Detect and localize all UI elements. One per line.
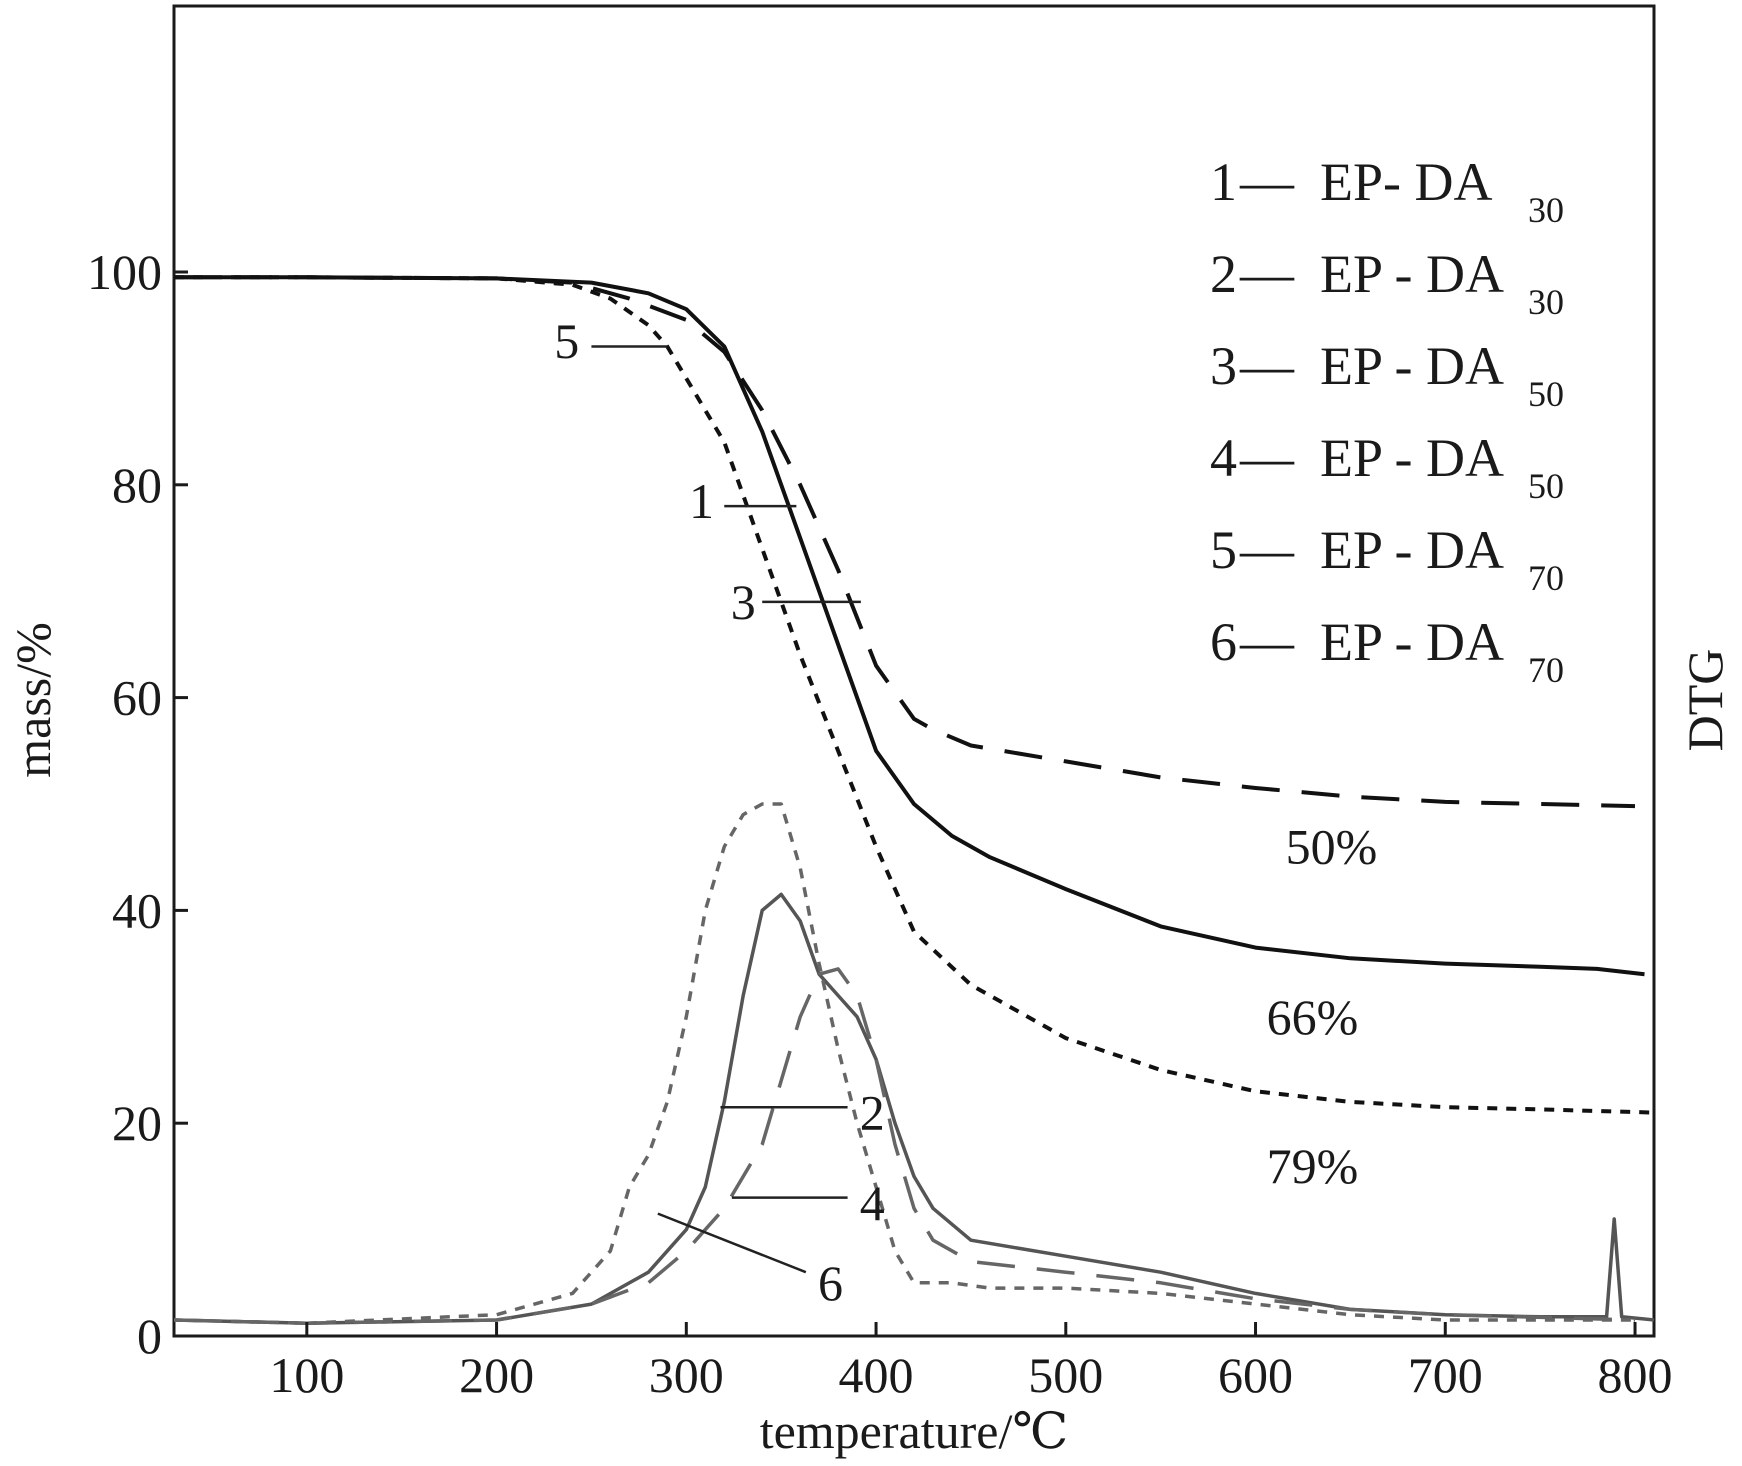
legend-dash: — (1239, 336, 1295, 396)
series-3-line (174, 275, 1636, 809)
legend-dash: — (1239, 152, 1295, 212)
x-tick-label: 300 (649, 1347, 724, 1403)
x-tick-label: 400 (839, 1347, 914, 1403)
x-tick-label: 800 (1598, 1347, 1673, 1403)
curve-labels: 5 13 2 46 (554, 313, 884, 1311)
legend-number: 3 (1210, 336, 1237, 396)
series-6-line (173, 802, 1635, 1325)
x-axis-title: temperature/℃ (760, 1403, 1069, 1459)
legend-label: EP - DA (1320, 244, 1504, 304)
annotations: 50% 66% 79% (1267, 819, 1378, 1194)
legend-entry-1: 1— EP- DA 30 (1210, 152, 1564, 230)
curve-label-4: 4 (860, 1175, 885, 1231)
x-tick-label: 600 (1218, 1347, 1293, 1403)
curve-label-leader (657, 1212, 807, 1274)
x-axis-ticks: 100 200 300 400 500 600 700 800 (269, 1322, 1673, 1403)
legend-subscript: 70 (1528, 650, 1564, 690)
legend-number: 4 (1210, 428, 1237, 488)
legend-number: 6 (1210, 612, 1237, 672)
y-axis-ticks: 0 20 40 60 80 100 (87, 244, 188, 1364)
series-4-line (173, 967, 1636, 1325)
legend-label: EP - DA (1320, 612, 1504, 672)
legend-number: 1 (1210, 152, 1237, 212)
y-tick-label: 20 (112, 1095, 162, 1151)
y-tick-label: 40 (112, 882, 162, 938)
x-tick-label: 200 (459, 1347, 534, 1403)
legend-label: EP- DA (1320, 152, 1493, 212)
legend-dash: — (1239, 428, 1295, 488)
x-tick-label: 700 (1408, 1347, 1483, 1403)
series-2-line (173, 892, 1655, 1325)
y2-axis-title: DTG (1677, 649, 1733, 752)
series-5-line (174, 275, 1655, 1115)
legend-label: EP - DA (1320, 336, 1504, 396)
legend-label: EP - DA (1320, 428, 1504, 488)
legend-entry-2: 2— EP - DA 30 (1210, 244, 1564, 322)
legend-entry-4: 4— EP - DA 50 (1210, 428, 1564, 506)
legend-number: 2 (1210, 244, 1237, 304)
legend-subscript: 30 (1528, 190, 1564, 230)
y-tick-label: 60 (112, 670, 162, 726)
series-layer (173, 275, 1655, 1325)
curve-label-6: 6 (818, 1255, 843, 1311)
series-1-line (174, 275, 1645, 977)
legend-dash: — (1239, 520, 1295, 580)
residue-annotation: 66% (1267, 989, 1359, 1045)
x-tick-label: 100 (269, 1347, 344, 1403)
legend-subscript: 50 (1528, 374, 1564, 414)
residue-annotation: 79% (1267, 1138, 1359, 1194)
legend-dash: — (1239, 612, 1295, 672)
curve-label-5: 5 (554, 313, 579, 369)
legend-number: 5 (1210, 520, 1237, 580)
y-tick-label: 80 (112, 457, 162, 513)
legend: 1— EP- DA 302— EP - DA 303— EP - DA 504— EP - D… (1210, 152, 1564, 690)
legend-entry-3: 3— EP - DA 50 (1210, 336, 1564, 414)
curve-label-2: 2 (860, 1085, 885, 1141)
y-tick-label: 100 (87, 244, 162, 300)
legend-entry-5: 5— EP - DA 70 (1210, 520, 1564, 598)
legend-dash: — (1239, 244, 1295, 304)
legend-subscript: 70 (1528, 558, 1564, 598)
legend-subscript: 30 (1528, 282, 1564, 322)
curve-label-3: 3 (731, 574, 756, 630)
legend-subscript: 50 (1528, 466, 1564, 506)
x-tick-label: 500 (1028, 1347, 1103, 1403)
curve-label-1: 1 (689, 473, 714, 529)
plot-frame (172, 4, 1656, 1338)
legend-entry-6: 6— EP - DA 70 (1210, 612, 1564, 690)
residue-annotation: 50% (1286, 819, 1378, 875)
legend-label: EP - DA (1320, 520, 1504, 580)
y-axis-title: mass/% (5, 622, 61, 778)
y-tick-label: 0 (137, 1308, 162, 1364)
